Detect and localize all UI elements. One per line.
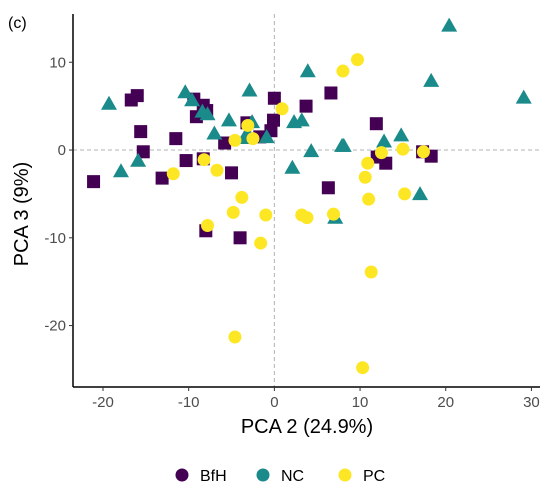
pc-point: [197, 153, 211, 167]
nc-point: [184, 92, 201, 107]
nc-point: [515, 89, 532, 104]
legend-label-pc: PC: [363, 468, 385, 485]
x-tick-label: 10: [352, 394, 369, 411]
bfh-point: [136, 145, 150, 159]
data-points: [87, 17, 532, 375]
nc-point: [299, 63, 316, 78]
pc-point: [300, 211, 314, 225]
x-tick-label: -20: [92, 394, 114, 411]
pc-point: [350, 53, 364, 67]
pc-point: [356, 361, 370, 375]
nc-point: [206, 125, 223, 140]
bfh-point: [267, 113, 281, 127]
y-tick-label: 10: [49, 54, 66, 71]
x-axis-ticks: -20 -10 0 10 20 30: [92, 387, 540, 411]
axes: [72, 14, 540, 388]
nc-point: [293, 112, 310, 127]
legend-label-bfh: BfH: [200, 468, 227, 485]
pc-point: [210, 163, 224, 177]
y-tick-label: 0: [58, 142, 66, 159]
x-tick-label: 30: [523, 394, 540, 411]
bfh-point: [169, 132, 183, 146]
bfh-point: [218, 136, 232, 150]
nc-point: [412, 186, 429, 201]
nc-point: [393, 127, 410, 142]
bfh-point: [130, 89, 144, 103]
nc-point: [199, 106, 216, 121]
pc-point: [235, 190, 249, 204]
x-tick-label: -10: [178, 394, 200, 411]
pc-point: [254, 236, 268, 250]
pc-point: [201, 219, 215, 233]
nc-point: [241, 82, 258, 97]
x-axis-title: PCA 2 (24.9%): [241, 416, 373, 438]
nc-point: [303, 143, 320, 158]
bfh-point: [225, 166, 239, 180]
nc-point: [335, 137, 352, 152]
pc-point: [326, 207, 340, 221]
pc-point: [166, 167, 180, 181]
pc-point: [241, 118, 255, 132]
nc-point: [112, 163, 129, 178]
nc-point: [423, 72, 440, 87]
legend-label-nc: NC: [281, 468, 304, 485]
pc-point: [358, 170, 372, 184]
x-tick-label: 20: [437, 394, 454, 411]
legend-key-bfh: [175, 468, 189, 482]
nc-point: [258, 129, 275, 144]
x-tick-label: 0: [270, 394, 278, 411]
series-pc: [166, 53, 430, 375]
bfh-point: [233, 231, 247, 245]
pc-point: [336, 64, 350, 78]
nc-point: [130, 152, 147, 167]
pc-point: [364, 265, 378, 279]
y-axis-title: PCA 3 (9%): [11, 162, 33, 266]
pc-point: [246, 132, 260, 146]
bfh-point: [321, 181, 335, 195]
pc-point: [228, 133, 242, 147]
pc-point: [226, 205, 240, 219]
reference-lines: [73, 14, 540, 387]
bfh-point: [379, 156, 393, 170]
series-nc: [100, 17, 532, 224]
pc-point: [398, 187, 412, 201]
legend-key-pc: [338, 468, 352, 482]
y-tick-label: -10: [44, 230, 66, 247]
pc-point: [275, 102, 289, 116]
pc-point: [416, 145, 430, 159]
pc-point: [396, 142, 410, 156]
y-tick-label: -20: [44, 318, 66, 335]
nc-point: [441, 17, 458, 32]
bfh-point: [299, 99, 313, 113]
panel-label: (c): [8, 15, 27, 32]
nc-point: [100, 95, 117, 110]
legend: BfH NC PC: [175, 468, 385, 485]
nc-point: [376, 133, 393, 148]
nc-point: [177, 84, 194, 99]
pc-point: [362, 192, 376, 206]
bfh-point: [87, 175, 101, 189]
legend-key-nc: [256, 468, 270, 482]
pc-point: [361, 156, 375, 170]
nc-point: [284, 159, 301, 174]
y-axis-ticks: -20 -10 0 10: [44, 54, 73, 335]
pc-point: [228, 330, 242, 344]
pc-point: [259, 208, 273, 222]
nc-point: [220, 112, 237, 127]
bfh-point: [179, 154, 193, 168]
bfh-point: [155, 171, 169, 185]
plot-area: -20 -10 0 10 20 30 -20 -10 0 10: [44, 14, 540, 411]
bfh-point: [369, 117, 383, 131]
bfh-point: [324, 86, 338, 100]
bfh-point: [134, 125, 148, 139]
pc-point: [374, 146, 388, 160]
bfh-point: [267, 91, 281, 105]
